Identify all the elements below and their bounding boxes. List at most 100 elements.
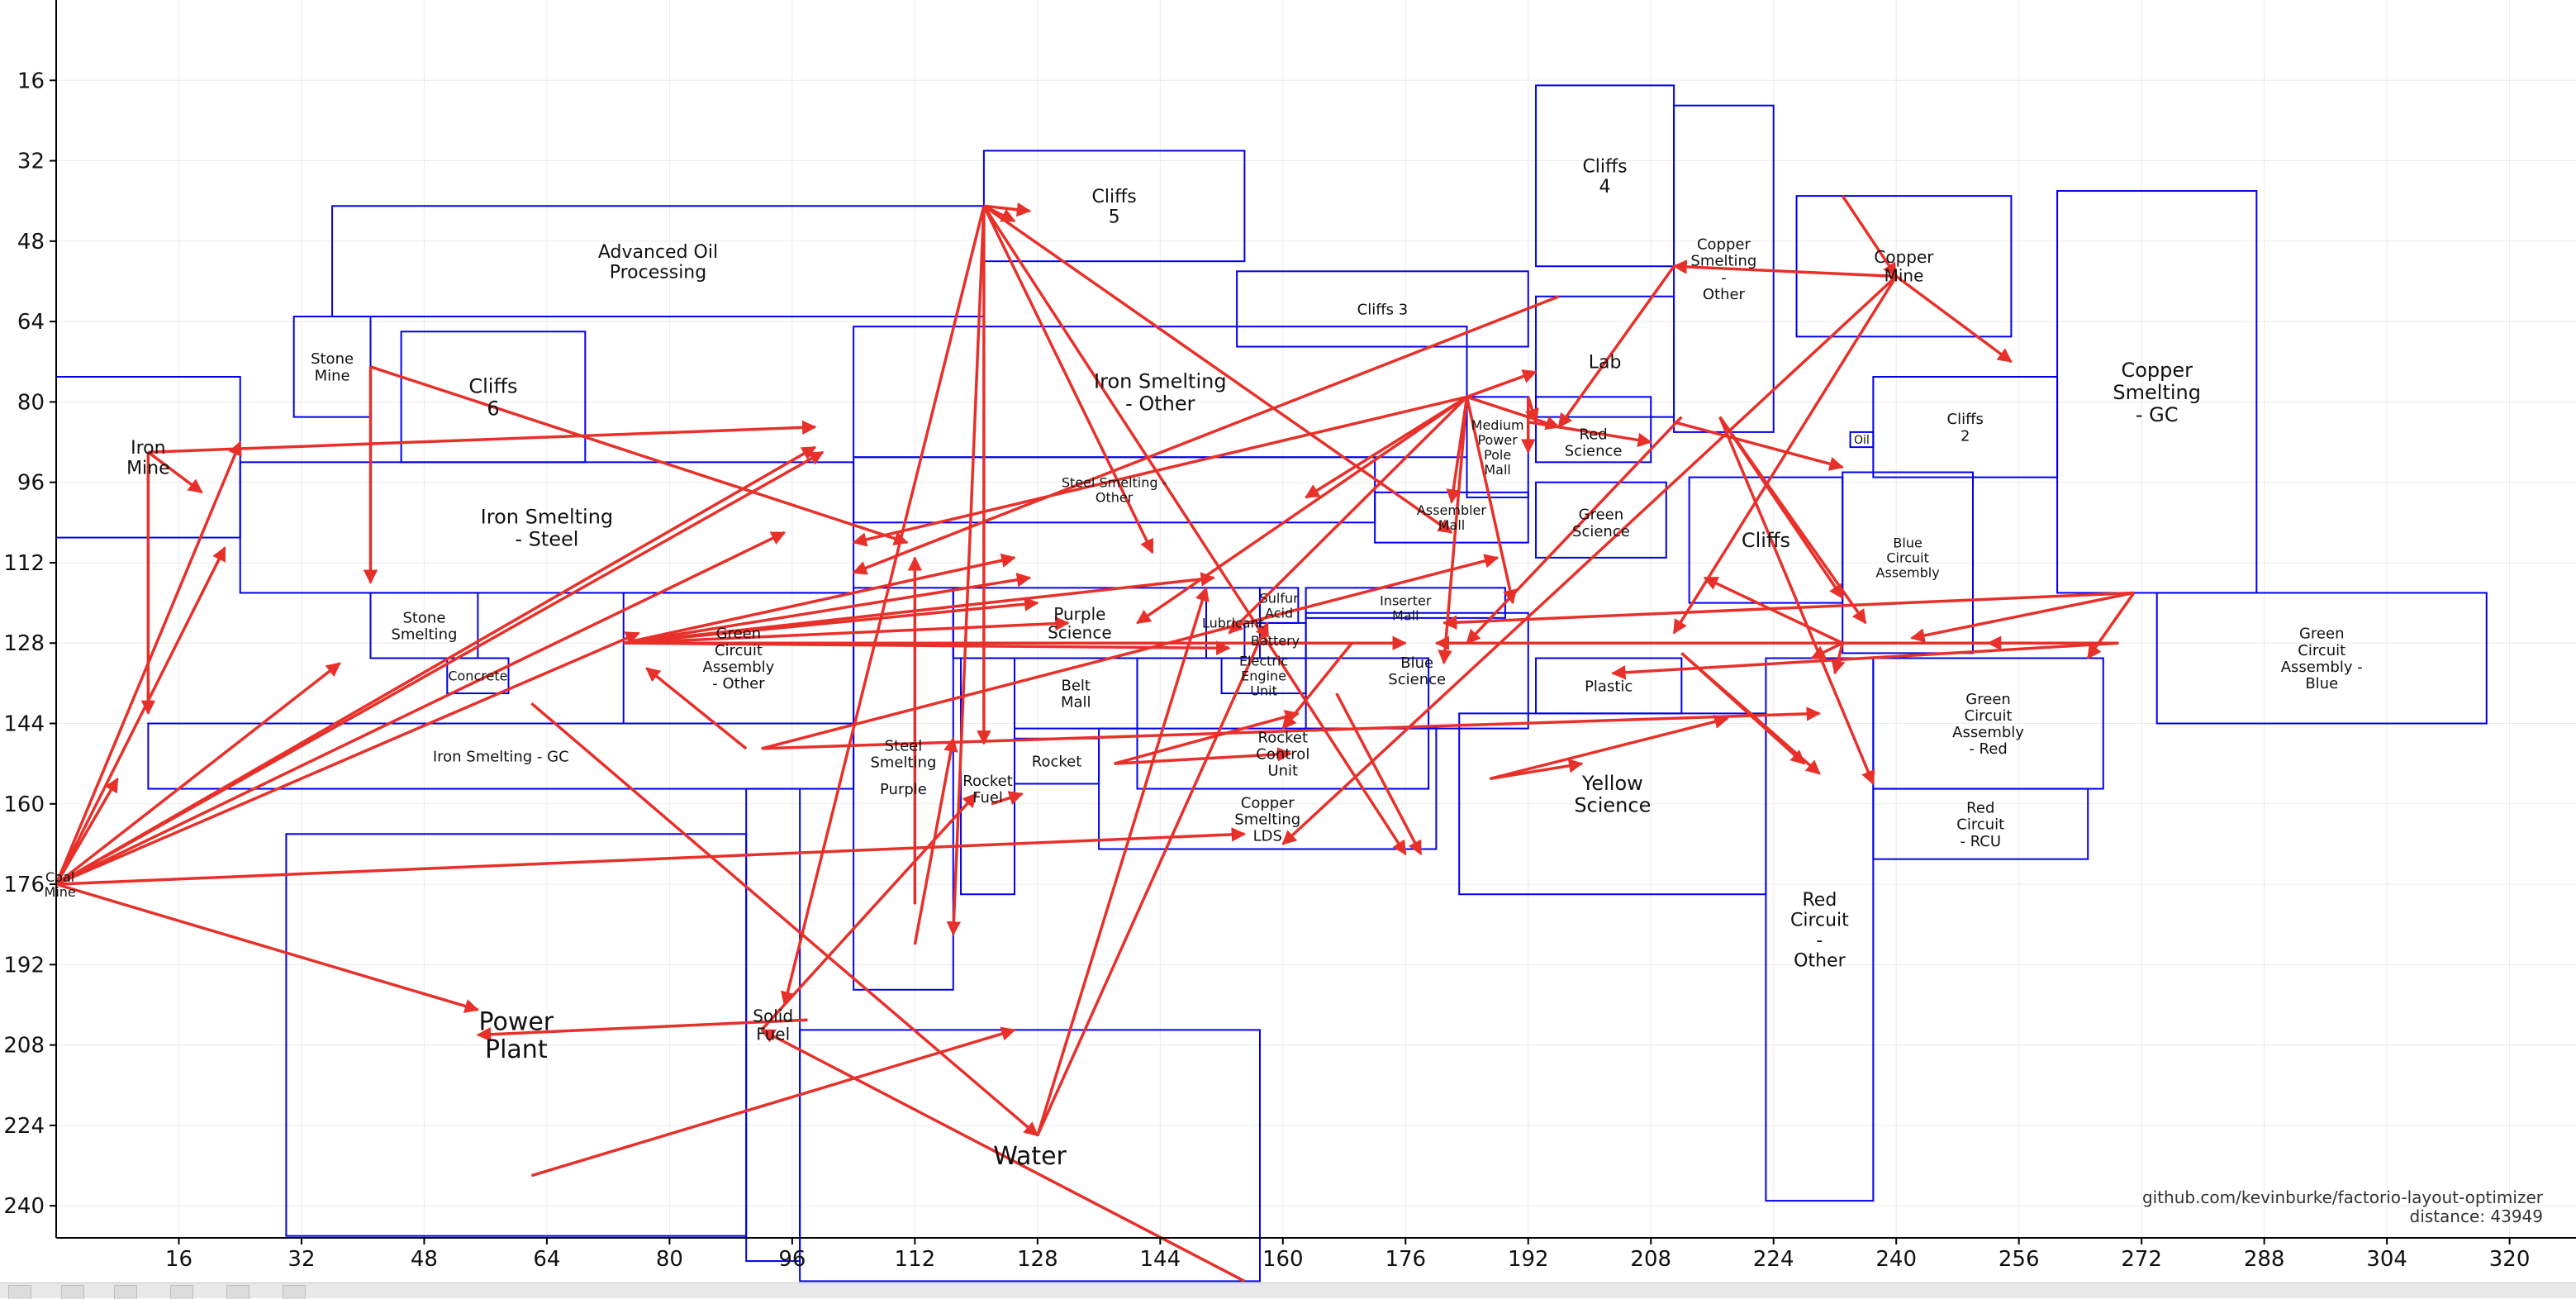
region-label: Water: [993, 1142, 1067, 1171]
flow-arrow: [1489, 714, 1729, 781]
x-tick-label: 96: [778, 1247, 806, 1272]
region-boxes: [55, 84, 2488, 1282]
x-tick-label: 16: [165, 1247, 192, 1272]
region-label: Green Circuit Assembly - Red: [1952, 691, 2024, 758]
flow-arrow: [645, 667, 748, 750]
region-label: Copper Mine: [1874, 247, 1934, 285]
region-label: Cliffs 4: [1582, 156, 1627, 197]
flow-arrow: [1228, 396, 1468, 635]
y-tick-label: 80: [17, 390, 45, 415]
flow-arrow: [1114, 747, 1292, 765]
flow-arrow: [1673, 421, 1844, 471]
x-tick-label: 144: [1139, 1247, 1181, 1272]
y-tick-label: 208: [3, 1034, 45, 1059]
flow-arrow: [1910, 591, 2135, 643]
flow-arrow: [983, 202, 1032, 217]
x-tick-label: 32: [288, 1247, 315, 1272]
region-label: Red Circuit -Other: [1790, 890, 1849, 972]
region-label: Lab: [1589, 353, 1622, 374]
region-label: Belt Mall: [1061, 677, 1091, 711]
region-label: Iron Smelting - GC: [433, 749, 569, 766]
flow-arrow: [1281, 642, 1353, 730]
flow-arrow: [530, 702, 1039, 1137]
region-box: [1535, 396, 1652, 464]
region-label: Blue Science: [1388, 654, 1446, 688]
x-tick-label: 288: [2244, 1247, 2285, 1272]
flow-arrow: [55, 631, 640, 886]
region-label: Electric Engine Unit: [1239, 654, 1288, 699]
y-tick-label: 112: [3, 551, 45, 576]
x-tick-label: 160: [1262, 1247, 1304, 1272]
region-box: [446, 657, 510, 695]
flow-arrow: [760, 1028, 1246, 1282]
region-box: [799, 1029, 1261, 1282]
region-label: Medium Power Pole Mall: [1471, 417, 1524, 478]
y-tick-label: 16: [17, 69, 45, 93]
flow-arrow: [1703, 576, 1843, 645]
y-tick-label: 192: [3, 953, 45, 978]
flow-arrow: [623, 573, 1032, 645]
pan-button[interactable]: [114, 1285, 137, 1299]
home-button[interactable]: [8, 1285, 31, 1299]
region-label: Purple Science: [1048, 604, 1112, 642]
flow-arrow: [1490, 759, 1584, 781]
flow-arrow: [1810, 641, 1844, 660]
flow-arrow: [55, 883, 480, 1013]
region-label: Yellow Science: [1574, 772, 1651, 817]
region-box: [1535, 481, 1667, 559]
configure-button[interactable]: [226, 1285, 250, 1299]
flow-arrow: [982, 205, 1154, 554]
x-tick-label: 256: [1999, 1247, 2040, 1272]
flow-arrow: [852, 295, 1560, 575]
flow-arrow: [982, 205, 1407, 856]
y-tick-label: 144: [3, 712, 45, 737]
region-label: Iron Smelting - Other: [1094, 369, 1227, 415]
save-button[interactable]: [283, 1285, 306, 1299]
flow-arrow: [476, 1018, 808, 1042]
flow-arrow: [1672, 259, 1897, 278]
flow-arrow: [991, 791, 1024, 806]
region-box: [1305, 611, 1529, 730]
flow-arrow: [913, 737, 958, 945]
flow-arrow: [530, 1026, 1016, 1178]
region-label: Battery: [1251, 633, 1300, 649]
region-label: Green Science: [1572, 507, 1630, 540]
flow-arrow: [623, 616, 1070, 645]
zoom-button[interactable]: [170, 1285, 193, 1299]
flow-arrow: [623, 553, 1016, 645]
region-label: Coal Mine: [45, 869, 76, 900]
y-tick-label: 240: [3, 1194, 45, 1219]
flow-arrow: [1557, 265, 1675, 429]
region-label: Copper Smelting -Other: [1690, 236, 1756, 303]
region-label: Oil: [1854, 434, 1870, 447]
flow-arrow: [1281, 275, 1898, 845]
flow-arrow: [1465, 396, 1518, 605]
region-box: [1795, 195, 2013, 338]
flow-arrow: [1895, 274, 2013, 364]
flow-arrow: [1718, 416, 1844, 599]
distance-text: distance: 43949: [2410, 1206, 2543, 1226]
x-tick-label: 64: [533, 1247, 560, 1272]
back-button[interactable]: [61, 1285, 84, 1299]
flow-arrow: [852, 395, 1467, 547]
region-box: [1098, 727, 1438, 850]
x-tick-label: 80: [656, 1247, 683, 1272]
region-label: Green Circuit Assembly - Other: [703, 626, 775, 692]
y-tick-label: 64: [17, 310, 45, 335]
flow-arrow: [1525, 396, 1539, 424]
x-tick-label: 224: [1753, 1247, 1794, 1272]
x-tick-label: 272: [2121, 1247, 2162, 1272]
region-label: Copper Smelting LDS: [1234, 794, 1300, 845]
region-label: Iron Mine: [126, 438, 170, 479]
region-box: [2155, 592, 2488, 725]
x-tick-label: 192: [1508, 1247, 1549, 1272]
flow-arrow: [1718, 416, 1875, 786]
y-tick-label: 224: [3, 1114, 45, 1139]
region-label: Blue Circuit Assembly: [1876, 535, 1940, 581]
region-label: Advanced Oil Processing: [598, 242, 718, 283]
region-labels: Iron Mine Iron Smelting - Steel Advanced Oil…: [45, 156, 2363, 1171]
region-label: Cliffs 2: [1947, 411, 1984, 445]
axes: 16 32 48 64 80 96 112 128 144 160 176 192 208 224 240 2…: [3, 0, 2576, 1272]
y-tick-label: 96: [17, 471, 45, 496]
flow-arrow: [1114, 710, 1300, 765]
